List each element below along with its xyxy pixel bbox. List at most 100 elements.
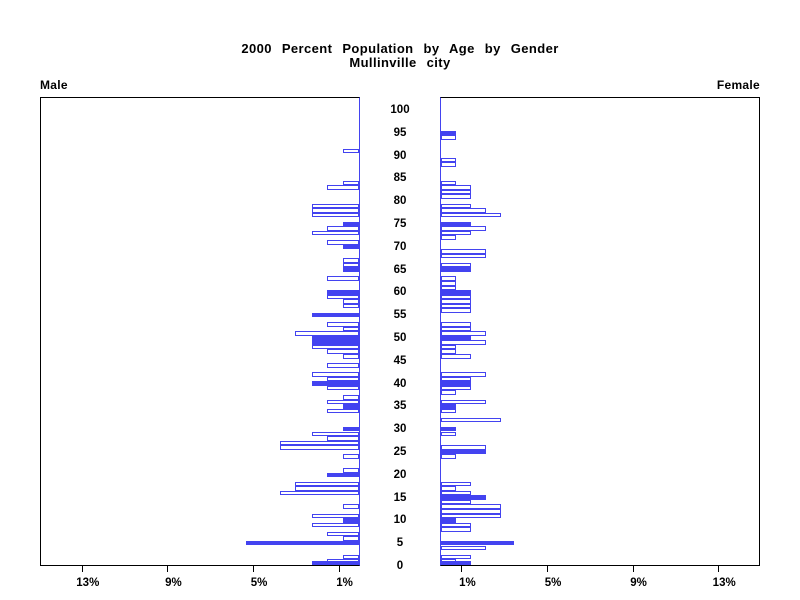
bar-male-age-91 (343, 148, 359, 154)
bar-female-age-75 (441, 221, 471, 227)
bar-female-age-50 (441, 335, 471, 341)
bar-female-age-17 (441, 486, 456, 491)
bar-female-age-61 (441, 285, 456, 291)
bar-male-age-37 (343, 395, 359, 400)
bar-male-age-11 (311, 513, 359, 519)
bar-male-age-27 (279, 440, 359, 446)
bar-male-age-50 (311, 335, 359, 341)
percent-axis-tick (167, 566, 169, 572)
age-tick-label-40: 40 (393, 377, 407, 390)
bar-male-age-84 (343, 180, 359, 186)
bar-male-age-9 (311, 522, 359, 528)
age-tick-label-95: 95 (393, 126, 407, 139)
bar-female-age-41 (441, 376, 471, 382)
bar-female-age-14 (441, 499, 471, 505)
bar-male-age-59 (326, 294, 359, 300)
bar-female-age-42 (441, 372, 486, 377)
bar-female-age-25 (441, 449, 486, 455)
bar-female-age-16 (441, 490, 471, 496)
bar-male-age-66 (343, 262, 359, 268)
percent-tick-label-9: 9% (630, 577, 647, 589)
bar-male-age-28 (326, 436, 359, 441)
bar-male-age-10 (343, 518, 359, 523)
bar-male-age-58 (343, 299, 359, 304)
bar-male-age-20 (326, 472, 359, 478)
bar-male-age-83 (326, 185, 359, 190)
bar-male-age-70 (343, 244, 359, 250)
bar-male-age-13 (343, 504, 359, 509)
bar-male-age-48 (311, 344, 359, 350)
percent-axis-tick (338, 566, 340, 572)
age-tick-label-35: 35 (393, 400, 407, 413)
bar-female-age-78 (441, 208, 486, 213)
bar-male-age-49 (311, 340, 359, 345)
bar-male-age-47 (326, 349, 359, 354)
bar-male-age-16 (279, 490, 359, 496)
bar-male-age-21 (343, 468, 359, 473)
bar-male-age-78 (311, 208, 359, 213)
percent-tick-label-9: 9% (165, 577, 182, 589)
bar-male-age-17 (294, 486, 359, 491)
bar-male-age-39 (326, 385, 359, 391)
bar-male-age-34 (326, 408, 359, 414)
bar-female-age-2 (441, 554, 471, 560)
bar-female-age-74 (441, 226, 486, 231)
age-tick-label-10: 10 (393, 514, 407, 527)
bar-female-age-35 (441, 404, 456, 409)
bar-female-age-10 (441, 518, 456, 523)
bar-female-age-57 (441, 303, 471, 309)
bar-female-age-47 (441, 349, 456, 354)
bar-female-age-24 (441, 454, 456, 459)
chart-title: 2000 Percent Population by Age by Gender (241, 41, 559, 56)
bar-female-age-68 (441, 253, 486, 259)
bar-male-age-52 (343, 326, 359, 332)
chart-subtitle: Mullinville city (349, 55, 451, 70)
bar-female-age-62 (441, 281, 456, 286)
bar-female-age-39 (441, 385, 471, 391)
percent-tick-label-1: 1% (336, 577, 353, 589)
bar-female-age-89 (441, 157, 456, 163)
bar-male-age-5 (245, 540, 359, 546)
bar-female-age-29 (441, 431, 456, 437)
bar-female-age-73 (441, 230, 471, 236)
bar-male-age-29 (311, 431, 359, 437)
bar-male-age-55 (311, 312, 359, 318)
bar-male-age-51 (294, 331, 359, 336)
age-tick-label-70: 70 (393, 240, 407, 253)
bar-male-age-67 (343, 258, 359, 263)
age-tick-label-90: 90 (393, 149, 407, 162)
bar-male-age-79 (311, 203, 359, 209)
bar-male-age-71 (326, 240, 359, 245)
bar-male-age-44 (326, 363, 359, 368)
bar-female-age-95 (441, 130, 456, 136)
bar-male-age-24 (343, 454, 359, 459)
bar-male-age-46 (343, 354, 359, 359)
bar-male-age-26 (279, 445, 359, 450)
bar-female-age-94 (441, 135, 456, 140)
bar-female-age-81 (441, 194, 471, 199)
bar-male-age-0 (311, 561, 359, 565)
bar-male-age-42 (311, 372, 359, 377)
female-plot-area (440, 97, 760, 566)
male-plot-area (40, 97, 360, 566)
age-tick-label-100: 100 (390, 104, 410, 116)
bar-female-age-59 (441, 294, 471, 300)
percent-tick-label-5: 5% (250, 577, 268, 589)
bar-female-age-77 (441, 212, 501, 218)
bar-female-age-65 (441, 267, 471, 272)
bar-female-age-5 (441, 540, 514, 546)
percent-tick-label-13: 13% (712, 577, 736, 589)
percent-tick-label-5: 5% (544, 577, 562, 589)
age-tick-label-55: 55 (393, 309, 407, 322)
bar-female-age-72 (441, 235, 456, 240)
bar-male-age-73 (311, 230, 359, 236)
bar-female-age-51 (441, 331, 486, 336)
bar-female-age-48 (441, 344, 456, 350)
age-tick-label-85: 85 (393, 172, 407, 185)
bar-male-age-18 (294, 481, 359, 487)
age-tick-label-20: 20 (393, 468, 407, 481)
bar-male-age-40 (311, 381, 359, 386)
bar-female-age-9 (441, 522, 471, 528)
bar-male-age-63 (326, 276, 359, 281)
